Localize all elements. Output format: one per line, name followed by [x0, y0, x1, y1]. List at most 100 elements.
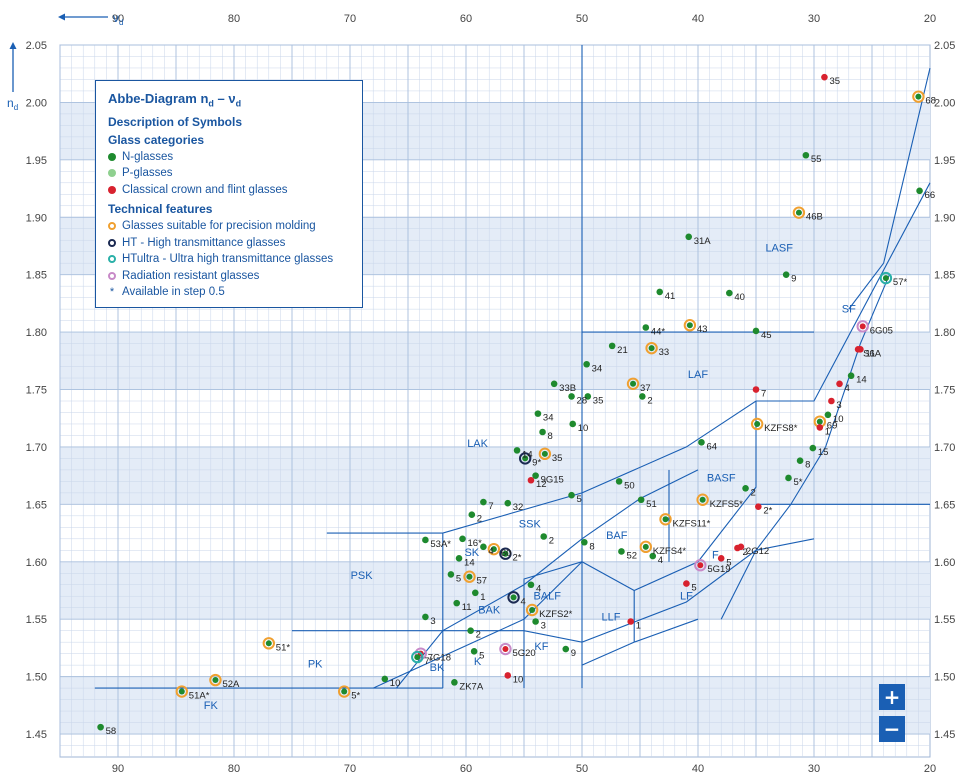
- glass-label: 6G05: [870, 325, 893, 336]
- glass-point: [568, 491, 575, 499]
- glass-point: [637, 496, 645, 504]
- glass-label: S6A: [863, 348, 882, 359]
- region-label: LF: [680, 591, 693, 603]
- region-label: LAK: [467, 438, 488, 450]
- x-tick-label-bottom: 70: [344, 763, 356, 775]
- glass-label: 37: [640, 383, 651, 394]
- y-tick-label-right: 1.65: [934, 499, 955, 511]
- glass-label: 7G18: [428, 653, 451, 664]
- glass-label: 4: [658, 555, 663, 566]
- glass-point: [178, 688, 185, 695]
- glass-point: [569, 420, 577, 428]
- y-tick-label-left: 1.90: [26, 212, 47, 224]
- glass-point: [381, 675, 389, 683]
- glass-label: 57: [476, 576, 487, 587]
- glass-label: 5: [691, 583, 696, 594]
- y-tick-label-left: 2.05: [26, 40, 47, 52]
- y-tick-label-right: 1.55: [934, 614, 955, 626]
- glass-point: [836, 380, 843, 388]
- y-tick-label-right: 1.85: [934, 270, 955, 282]
- glass-point: [562, 645, 570, 653]
- glass-point-ring: [411, 650, 424, 664]
- glass-label: 2G12: [746, 546, 769, 557]
- region-label: BK: [430, 662, 445, 674]
- glass-label: 3: [541, 620, 546, 631]
- glass-point: [642, 324, 650, 331]
- glass-point-ring: [645, 341, 658, 355]
- glass-point: [608, 342, 616, 350]
- glass-point-ring: [792, 206, 806, 219]
- p-glass-dot-icon: [108, 169, 116, 178]
- y-tick-label-right: 1.75: [934, 385, 955, 397]
- glass-label: 2: [742, 547, 747, 558]
- glass-point: [916, 187, 923, 195]
- glass-point: [540, 533, 548, 540]
- y-tick-label-right: 2.05: [934, 40, 955, 52]
- glass-point: [685, 233, 693, 241]
- glass-label: 14: [464, 557, 475, 568]
- y-tick-label-left: 1.50: [26, 672, 47, 684]
- region-boundary: [395, 469, 699, 689]
- glass-label: 2: [751, 487, 756, 498]
- precision-ring-icon: [108, 222, 116, 231]
- glass-point: [662, 516, 669, 523]
- glass-label: 40: [734, 292, 745, 303]
- region-label: FK: [204, 700, 219, 712]
- glass-label: 34: [543, 413, 554, 424]
- glass-label: 2: [549, 536, 554, 547]
- glass-point: [541, 450, 548, 457]
- glass-label: 46B: [806, 212, 823, 223]
- glass-point: [802, 151, 810, 159]
- glass-point: [627, 618, 635, 625]
- glass-label: 58: [106, 726, 117, 737]
- y-axis-arrowhead: [9, 42, 17, 49]
- glass-point-ring: [518, 452, 532, 465]
- glass-point: [648, 345, 655, 352]
- glass-label: 2: [477, 514, 482, 525]
- glass-point: [742, 484, 749, 492]
- x-tick-label-top: 80: [228, 13, 240, 25]
- axis-names: νd nd: [7, 11, 123, 112]
- glass-label: 10: [833, 414, 844, 425]
- glass-label: 15: [818, 447, 829, 458]
- glass-point: [341, 688, 348, 695]
- glass-point: [453, 599, 461, 607]
- glass-point: [734, 544, 741, 552]
- zoom-out-button[interactable]: −: [879, 716, 905, 742]
- x-tick-label-bottom: 50: [576, 763, 588, 775]
- glass-label: 9: [791, 274, 796, 285]
- glass-point: [656, 288, 664, 296]
- glass-point: [455, 555, 463, 562]
- y-tick-label-right: 1.95: [934, 155, 955, 167]
- axis-ticks: 90 90 80 80 70 70 60 60 50 50 40 40 30 30 20 20 1.45 1.45…: [26, 13, 956, 775]
- glass-label: 2: [476, 630, 481, 641]
- glass-point: [447, 571, 455, 578]
- region-label: LLF: [602, 611, 621, 623]
- x-tick-label-bottom: 80: [228, 763, 240, 775]
- glass-point: [686, 322, 693, 329]
- glass-point: [683, 580, 690, 587]
- y-tick-label-right: 1.50: [934, 672, 955, 684]
- glass-point-ring: [262, 637, 275, 650]
- x-tick-label-top: 30: [808, 13, 820, 25]
- glass-label: 66: [925, 190, 936, 201]
- glass-point: [854, 346, 862, 353]
- glass-point: [539, 428, 546, 436]
- x-tick-label-bottom: 40: [692, 763, 704, 775]
- glass-point-ring: [626, 377, 640, 390]
- region-label: F: [712, 549, 719, 561]
- y-tick-label-right: 1.80: [934, 327, 955, 339]
- x-tick-label-top: 50: [576, 13, 588, 25]
- glass-point-ring: [538, 447, 552, 461]
- y-tick-label-left: 1.55: [26, 614, 47, 626]
- zoom-in-button[interactable]: +: [879, 684, 905, 710]
- glass-label: 1: [480, 592, 485, 603]
- glass-label: 3: [836, 400, 841, 411]
- glass-point: [97, 723, 104, 731]
- glass-label: KZFS4*: [653, 546, 687, 557]
- glass-point: [649, 552, 657, 560]
- x-axis-arrowhead: [58, 13, 65, 21]
- region-label: LASF: [765, 243, 793, 255]
- radiation-ring-icon: [108, 271, 116, 280]
- classical-glass-dot-icon: [108, 185, 116, 194]
